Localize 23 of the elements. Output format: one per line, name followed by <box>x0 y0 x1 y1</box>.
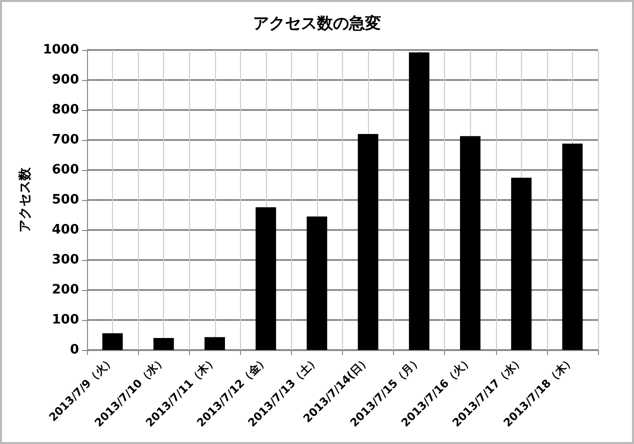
y-tick-label: 200 <box>52 282 79 298</box>
y-tick-label: 400 <box>52 222 79 238</box>
bar <box>102 333 123 350</box>
bar <box>460 136 480 350</box>
bar <box>408 52 430 350</box>
bar <box>511 178 532 350</box>
bar <box>204 337 225 350</box>
y-tick-label: 800 <box>52 102 79 118</box>
y-axis-title: アクセス数 <box>18 166 33 232</box>
y-tick-label: 100 <box>52 312 79 328</box>
bar <box>153 338 174 350</box>
bar <box>306 216 328 350</box>
bar <box>256 207 276 350</box>
y-tick-label: 1000 <box>42 42 79 58</box>
y-tick-label: 700 <box>52 132 79 148</box>
chart-title: アクセス数の急変 <box>253 14 381 32</box>
y-tick-label: 300 <box>52 252 79 268</box>
y-tick-label: 0 <box>70 342 79 358</box>
y-tick-label: 500 <box>52 192 79 208</box>
bar <box>562 144 583 350</box>
bar <box>358 134 378 350</box>
y-tick-label: 600 <box>52 162 79 178</box>
y-tick-label: 900 <box>52 72 79 88</box>
